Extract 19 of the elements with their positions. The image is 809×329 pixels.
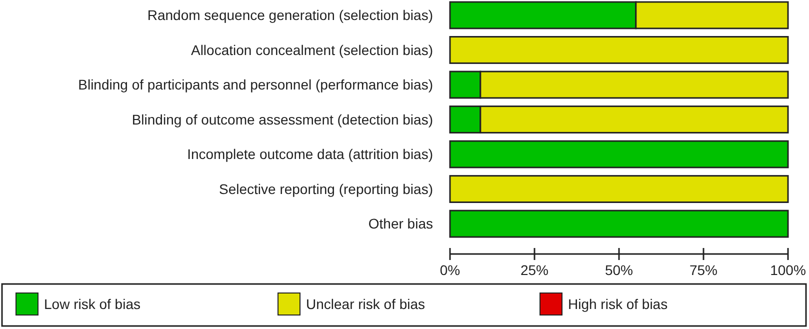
legend-label: High risk of bias — [568, 296, 668, 312]
y-tick-label: Blinding of participants and personnel (performance bias) — [78, 76, 433, 93]
y-tick-label: Blinding of outcome assessment (detection bias) — [132, 111, 433, 128]
bar — [449, 175, 789, 203]
x-tick-label: 75% — [689, 262, 718, 278]
x-tick-label: 0% — [440, 262, 460, 278]
x-tick-label: 50% — [604, 262, 634, 278]
y-tick-label: Incomplete outcome data (attrition bias) — [187, 146, 433, 162]
legend-label: Unclear risk of bias — [306, 296, 426, 312]
y-tick-label: Selective reporting (reporting bias) — [219, 180, 433, 197]
y-tick-label: Other bias — [368, 216, 433, 232]
legend-label: Low risk of bias — [44, 296, 140, 312]
x-tick-label: 25% — [520, 262, 549, 278]
bar — [449, 210, 789, 238]
x-tick-label: 100% — [770, 262, 806, 278]
bar — [449, 140, 789, 168]
bar — [449, 36, 789, 64]
y-tick-label: Random sequence generation (selection bias) — [147, 7, 433, 24]
y-tick-label: Allocation concealment (selection bias) — [190, 42, 433, 58]
